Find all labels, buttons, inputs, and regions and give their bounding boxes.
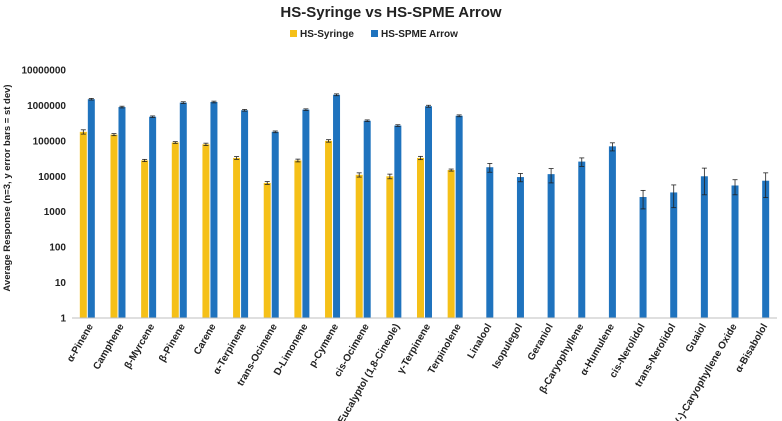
chart-title: HS-Syringe vs HS-SPME Arrow bbox=[280, 4, 501, 21]
bar-spme bbox=[516, 177, 524, 318]
bar-spme bbox=[700, 176, 708, 318]
bar-spme bbox=[425, 106, 432, 318]
bar-spme bbox=[210, 101, 218, 319]
bar-spme bbox=[639, 197, 647, 318]
x-tick-label: Terpinolene bbox=[426, 322, 464, 376]
x-tick-label: Camphene bbox=[91, 322, 126, 372]
bar-spme bbox=[455, 115, 463, 318]
bars bbox=[79, 93, 770, 319]
x-tick-label: Linalool bbox=[466, 322, 495, 361]
bar-spme bbox=[670, 192, 678, 318]
legend-label-syringe: HS-Syringe bbox=[300, 29, 354, 40]
x-tick-label: β-Myrcene bbox=[123, 322, 158, 371]
x-tick-label: p-Cymene bbox=[307, 322, 341, 370]
bar-spme bbox=[731, 185, 739, 318]
x-tick-label: (-)-Caryophyllene Oxide bbox=[674, 322, 740, 421]
x-tick-label: α-Pinene bbox=[65, 322, 96, 364]
x-tick-label: β-Pinene bbox=[157, 322, 188, 364]
bar-syringe bbox=[294, 160, 302, 318]
bar-spme bbox=[179, 102, 187, 318]
bar-spme bbox=[547, 174, 555, 318]
x-tick-label: Guaiol bbox=[684, 322, 709, 355]
bar-syringe bbox=[141, 160, 149, 318]
y-tick-label: 10 bbox=[55, 278, 67, 289]
y-axis-ticks: 1 10 100 1000 10000 100000 1000000 10000000 bbox=[22, 66, 67, 325]
legend-label-spme: HS-SPME Arrow bbox=[381, 29, 458, 40]
y-tick-label: 10000 bbox=[38, 172, 66, 183]
bar-spme bbox=[333, 94, 341, 318]
bar-spme bbox=[241, 110, 249, 318]
bar-spme bbox=[149, 116, 157, 318]
x-tick-label: Geraniol bbox=[526, 322, 556, 363]
bar-spme bbox=[87, 99, 95, 318]
y-tick-label: 100000 bbox=[33, 136, 67, 147]
bar-syringe bbox=[171, 142, 179, 318]
x-tick-label: Carene bbox=[192, 322, 219, 357]
y-axis-label: Average Response (n=3, y error bars = st… bbox=[2, 84, 13, 291]
bar-spme bbox=[394, 125, 402, 318]
legend-swatch-syringe bbox=[290, 30, 297, 37]
bar-spme bbox=[578, 161, 586, 318]
bar-spme bbox=[302, 109, 310, 318]
bar-syringe bbox=[386, 176, 394, 318]
bar-spme bbox=[486, 167, 494, 318]
y-tick-label: 100 bbox=[49, 243, 66, 254]
bar-syringe bbox=[233, 157, 241, 318]
legend: HS-Syringe HS-SPME Arrow bbox=[290, 29, 458, 40]
bar-spme bbox=[363, 120, 371, 319]
bar-syringe bbox=[110, 134, 118, 318]
bar-syringe bbox=[325, 140, 333, 318]
bar-syringe bbox=[79, 131, 87, 318]
bar-spme bbox=[271, 131, 279, 318]
x-tick-label: Isopulegol bbox=[491, 322, 526, 371]
bar-syringe bbox=[447, 170, 455, 318]
bar-syringe bbox=[263, 182, 271, 318]
bar-syringe bbox=[202, 144, 210, 318]
y-tick-label: 1000000 bbox=[27, 101, 66, 112]
y-tick-label: 1 bbox=[60, 314, 66, 325]
y-tick-label: 10000000 bbox=[22, 66, 67, 77]
y-tick-label: 1000 bbox=[44, 207, 67, 218]
x-tick-label: α-Bisabolol bbox=[734, 322, 771, 375]
bar-spme bbox=[608, 146, 616, 318]
legend-swatch-spme bbox=[371, 30, 378, 37]
bar-spme bbox=[762, 180, 770, 318]
bar-syringe bbox=[355, 174, 363, 318]
bar-spme bbox=[118, 107, 126, 319]
bar-syringe bbox=[417, 157, 424, 318]
